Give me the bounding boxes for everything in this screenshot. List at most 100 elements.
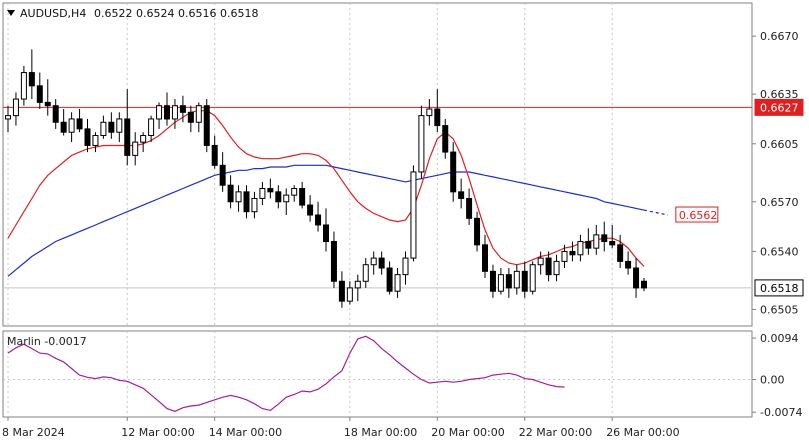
candle: [545, 251, 552, 282]
candle-body-bull: [497, 274, 504, 292]
candle-body-bear: [219, 164, 226, 186]
candle-body-bull: [132, 141, 139, 156]
ohlc-readout: 0.6522 0.6524 0.6516 0.6518: [94, 7, 258, 20]
candle: [609, 224, 616, 249]
candle: [92, 132, 99, 153]
candle: [20, 65, 27, 106]
candle-body-bear: [28, 72, 35, 87]
candle: [28, 49, 35, 100]
candle-body-bear: [450, 151, 457, 193]
candle: [219, 152, 226, 192]
candle: [291, 185, 298, 202]
candle: [641, 277, 647, 292]
level-price-tag: [754, 98, 804, 116]
candle-body-bear: [386, 267, 393, 292]
marlin-line: [7, 335, 565, 412]
candle-body-bull: [235, 191, 242, 203]
candle-body-bear: [505, 274, 512, 289]
time-tick-label: 26 Mar 00:00: [606, 426, 679, 439]
candle: [211, 135, 218, 169]
candle-body-bear: [617, 244, 624, 262]
indicator-axis: 0.0094 0.00 -0.0074: [752, 332, 802, 419]
candle-body-bear: [108, 121, 115, 133]
chart-title: AUDUSD,H4: [20, 7, 86, 20]
price-tick-label: 0.6540: [760, 245, 799, 258]
candle: [44, 79, 51, 116]
current-price-label: 0.6518: [760, 282, 799, 295]
candle: [267, 178, 274, 199]
time-tick-label: 20 Mar 00:00: [431, 426, 504, 439]
candle: [171, 99, 178, 129]
candle-body-bull: [553, 260, 560, 276]
candle: [140, 132, 147, 153]
candle: [36, 72, 43, 110]
candle: [148, 115, 155, 143]
candle-body-bull: [148, 118, 155, 137]
candle-body-bull: [529, 264, 536, 292]
candle-body-bear: [52, 105, 59, 123]
candle-body-bull: [561, 250, 568, 262]
candle: [474, 211, 481, 252]
candle-body-bull: [346, 287, 353, 302]
price-tick-label: 0.6670: [760, 30, 799, 43]
candle-body-bear: [474, 217, 481, 246]
candle: [330, 231, 337, 288]
candle: [338, 271, 345, 308]
candle: [426, 99, 433, 126]
candle-body-bear: [187, 111, 194, 123]
candle-body-bear: [179, 105, 186, 113]
time-tick-label: 18 Mar 00:00: [344, 426, 417, 439]
current-price-tag: [754, 279, 804, 297]
candle-body-bull: [259, 188, 266, 199]
candle-body-bear: [243, 191, 250, 213]
candle: [458, 178, 465, 209]
ma-long-series: [7, 164, 669, 277]
candle-body-bear: [323, 224, 329, 243]
candle-body-bear: [378, 257, 385, 269]
candle-body-bull: [394, 274, 401, 292]
marlin-series: [7, 335, 565, 412]
candle: [585, 228, 592, 255]
candle: [100, 115, 107, 139]
candle-body-bear: [227, 184, 234, 203]
candle: [259, 181, 266, 206]
candle: [625, 251, 632, 275]
projection-price-label: 0.6562: [679, 209, 718, 222]
candle-body-bull: [140, 135, 147, 143]
candle-body-bear: [164, 105, 170, 120]
candle-body-bear: [330, 241, 337, 282]
time-tick-label: 14 Mar 00:00: [209, 426, 282, 439]
candle: [434, 89, 441, 133]
candle: [466, 188, 473, 225]
indicator-tick-label: 0.0094: [760, 332, 799, 345]
candle: [529, 261, 536, 295]
candle: [489, 264, 496, 298]
candle: [346, 281, 353, 305]
triangle-down-icon[interactable]: [7, 10, 15, 16]
candle: [418, 105, 425, 179]
ma-long-line: [7, 164, 645, 277]
candle-body-bear: [601, 234, 608, 243]
time-axis: 8 Mar 2024 12 Mar 00:00 14 Mar 00:00 18 Mar…: [2, 417, 680, 439]
candle-body-bull: [291, 188, 298, 196]
candle-body-bear: [315, 214, 322, 226]
candle-body-bear: [521, 270, 528, 292]
time-tick-label: 22 Mar 00:00: [519, 426, 592, 439]
candle: [52, 99, 59, 129]
candle-body-bull: [5, 115, 11, 120]
candle-body-bull: [362, 264, 369, 282]
candle-body-bear: [482, 244, 488, 272]
candle: [593, 224, 600, 255]
candle: [410, 165, 417, 262]
candle: [299, 181, 306, 209]
candle: [450, 142, 457, 202]
candle-body-bull: [402, 257, 409, 276]
candle-body-bull: [116, 118, 123, 133]
candle-body-bear: [124, 118, 131, 156]
candle-body-bear: [76, 118, 83, 130]
candle-body-bear: [633, 267, 640, 289]
candle: [513, 264, 520, 295]
candle: [323, 208, 329, 252]
level-price-label: 0.6627: [760, 101, 799, 114]
